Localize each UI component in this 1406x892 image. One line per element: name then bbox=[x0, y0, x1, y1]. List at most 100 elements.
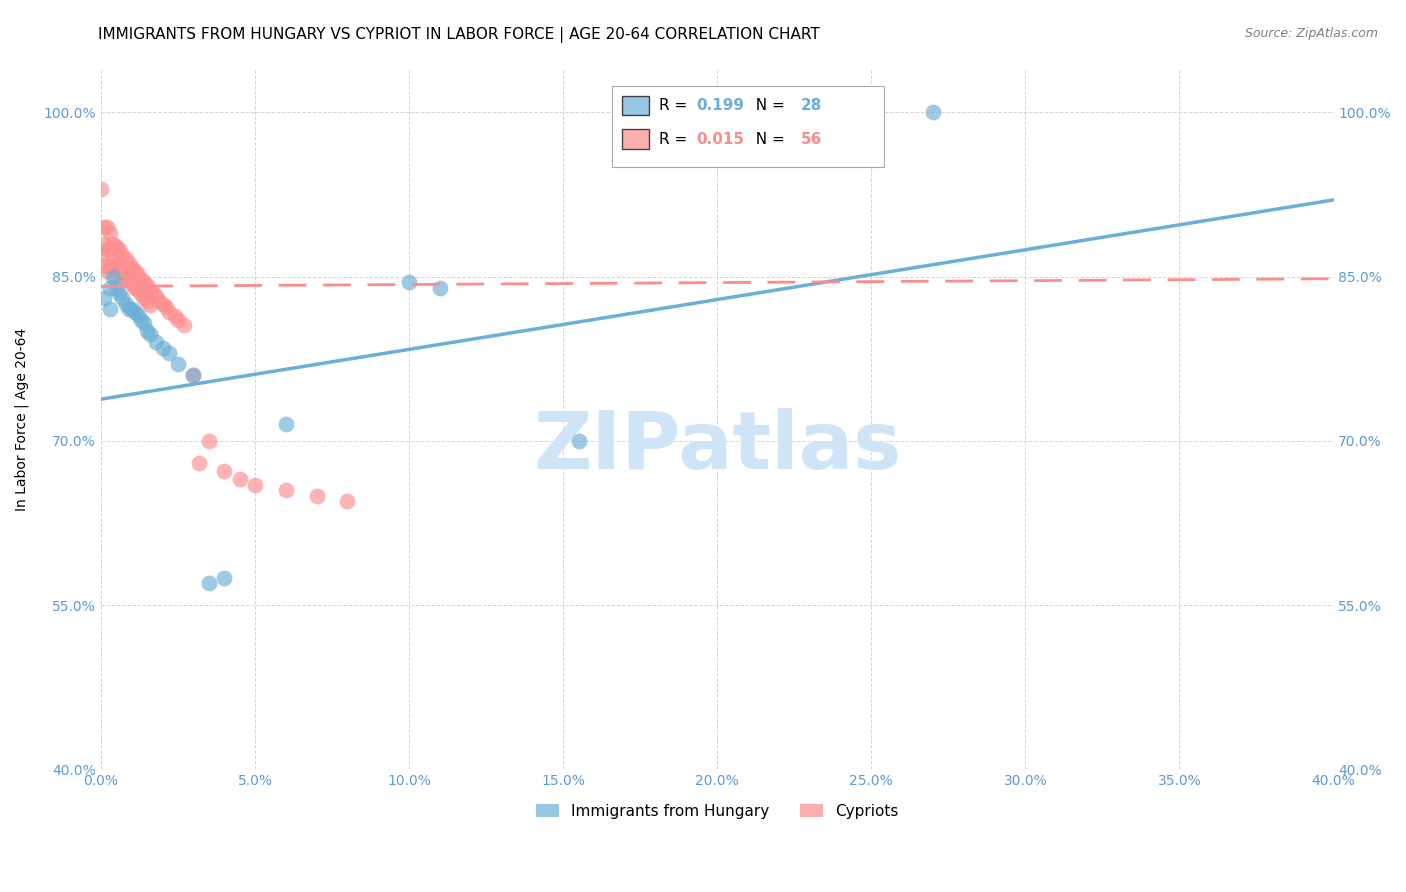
Point bbox=[336, 494, 359, 508]
Point bbox=[93, 259, 115, 273]
Point bbox=[98, 280, 121, 294]
Point bbox=[212, 571, 235, 585]
Point bbox=[173, 318, 195, 332]
Point bbox=[142, 285, 165, 300]
Text: N =: N = bbox=[745, 98, 789, 113]
Point bbox=[129, 287, 152, 301]
Point bbox=[157, 304, 180, 318]
Point bbox=[243, 477, 266, 491]
Point bbox=[98, 226, 121, 240]
Point bbox=[188, 456, 211, 470]
Point bbox=[167, 313, 190, 327]
Point bbox=[274, 417, 297, 432]
Point bbox=[121, 260, 143, 275]
Point bbox=[132, 316, 155, 330]
Point bbox=[98, 242, 121, 256]
Point bbox=[90, 182, 112, 196]
FancyBboxPatch shape bbox=[623, 129, 650, 149]
Point bbox=[132, 275, 155, 289]
Point bbox=[132, 292, 155, 306]
Point bbox=[124, 264, 146, 278]
Point bbox=[117, 273, 139, 287]
FancyBboxPatch shape bbox=[613, 86, 883, 167]
Point bbox=[103, 253, 125, 268]
Point bbox=[163, 309, 186, 323]
Point bbox=[305, 489, 328, 503]
Point bbox=[93, 236, 115, 251]
Point bbox=[103, 269, 125, 284]
Point bbox=[197, 576, 219, 591]
Point bbox=[139, 283, 162, 297]
Point bbox=[567, 434, 589, 448]
Point bbox=[139, 298, 162, 312]
Text: 0.015: 0.015 bbox=[696, 132, 744, 147]
Point bbox=[148, 293, 170, 308]
Point bbox=[105, 256, 128, 270]
Point bbox=[98, 259, 121, 273]
Point bbox=[124, 280, 146, 294]
Point bbox=[167, 357, 190, 371]
Text: R =: R = bbox=[659, 132, 692, 147]
Point bbox=[136, 293, 159, 308]
Point bbox=[90, 247, 112, 261]
Text: 28: 28 bbox=[801, 98, 823, 113]
Text: N =: N = bbox=[745, 132, 789, 147]
Point bbox=[152, 341, 174, 355]
Point bbox=[152, 297, 174, 311]
Point bbox=[127, 283, 149, 297]
Point bbox=[129, 272, 152, 286]
Point bbox=[96, 264, 118, 278]
Point bbox=[114, 269, 136, 284]
Point bbox=[93, 292, 115, 306]
Point bbox=[145, 289, 167, 303]
Text: Source: ZipAtlas.com: Source: ZipAtlas.com bbox=[1244, 27, 1378, 40]
Point bbox=[922, 105, 945, 120]
Point bbox=[429, 280, 451, 294]
Point bbox=[155, 300, 177, 314]
Point bbox=[212, 465, 235, 479]
Point bbox=[127, 308, 149, 322]
Point bbox=[181, 368, 204, 383]
Point bbox=[108, 285, 131, 300]
Point bbox=[127, 268, 149, 282]
Point bbox=[136, 278, 159, 293]
Text: 0.199: 0.199 bbox=[696, 98, 744, 113]
Point bbox=[93, 220, 115, 235]
Point bbox=[111, 266, 134, 280]
Point bbox=[197, 434, 219, 448]
Point bbox=[114, 252, 136, 266]
Legend: Immigrants from Hungary, Cypriots: Immigrants from Hungary, Cypriots bbox=[530, 797, 904, 825]
Point bbox=[111, 292, 134, 306]
Point bbox=[274, 483, 297, 497]
Point bbox=[157, 346, 180, 360]
Point bbox=[105, 280, 128, 294]
Point bbox=[136, 324, 159, 338]
Point bbox=[105, 272, 128, 286]
Point bbox=[96, 220, 118, 235]
Point bbox=[111, 247, 134, 261]
Point bbox=[98, 302, 121, 317]
Text: IMMIGRANTS FROM HUNGARY VS CYPRIOT IN LABOR FORCE | AGE 20-64 CORRELATION CHART: IMMIGRANTS FROM HUNGARY VS CYPRIOT IN LA… bbox=[98, 27, 820, 43]
Point bbox=[96, 242, 118, 256]
Point bbox=[145, 335, 167, 350]
Text: 56: 56 bbox=[801, 132, 823, 147]
Point bbox=[121, 302, 143, 317]
Y-axis label: In Labor Force | Age 20-64: In Labor Force | Age 20-64 bbox=[15, 327, 30, 510]
Point bbox=[398, 275, 420, 289]
Point bbox=[117, 302, 139, 317]
Point bbox=[139, 326, 162, 341]
Point bbox=[181, 368, 204, 383]
Point bbox=[228, 472, 250, 486]
Point bbox=[129, 313, 152, 327]
Point bbox=[114, 297, 136, 311]
Point bbox=[108, 260, 131, 275]
Point bbox=[121, 277, 143, 292]
Point bbox=[108, 242, 131, 256]
Point bbox=[105, 239, 128, 253]
Point bbox=[117, 256, 139, 270]
Point bbox=[103, 236, 125, 251]
Point bbox=[124, 304, 146, 318]
FancyBboxPatch shape bbox=[623, 95, 650, 115]
Text: ZIPatlas: ZIPatlas bbox=[533, 408, 901, 486]
Text: R =: R = bbox=[659, 98, 692, 113]
